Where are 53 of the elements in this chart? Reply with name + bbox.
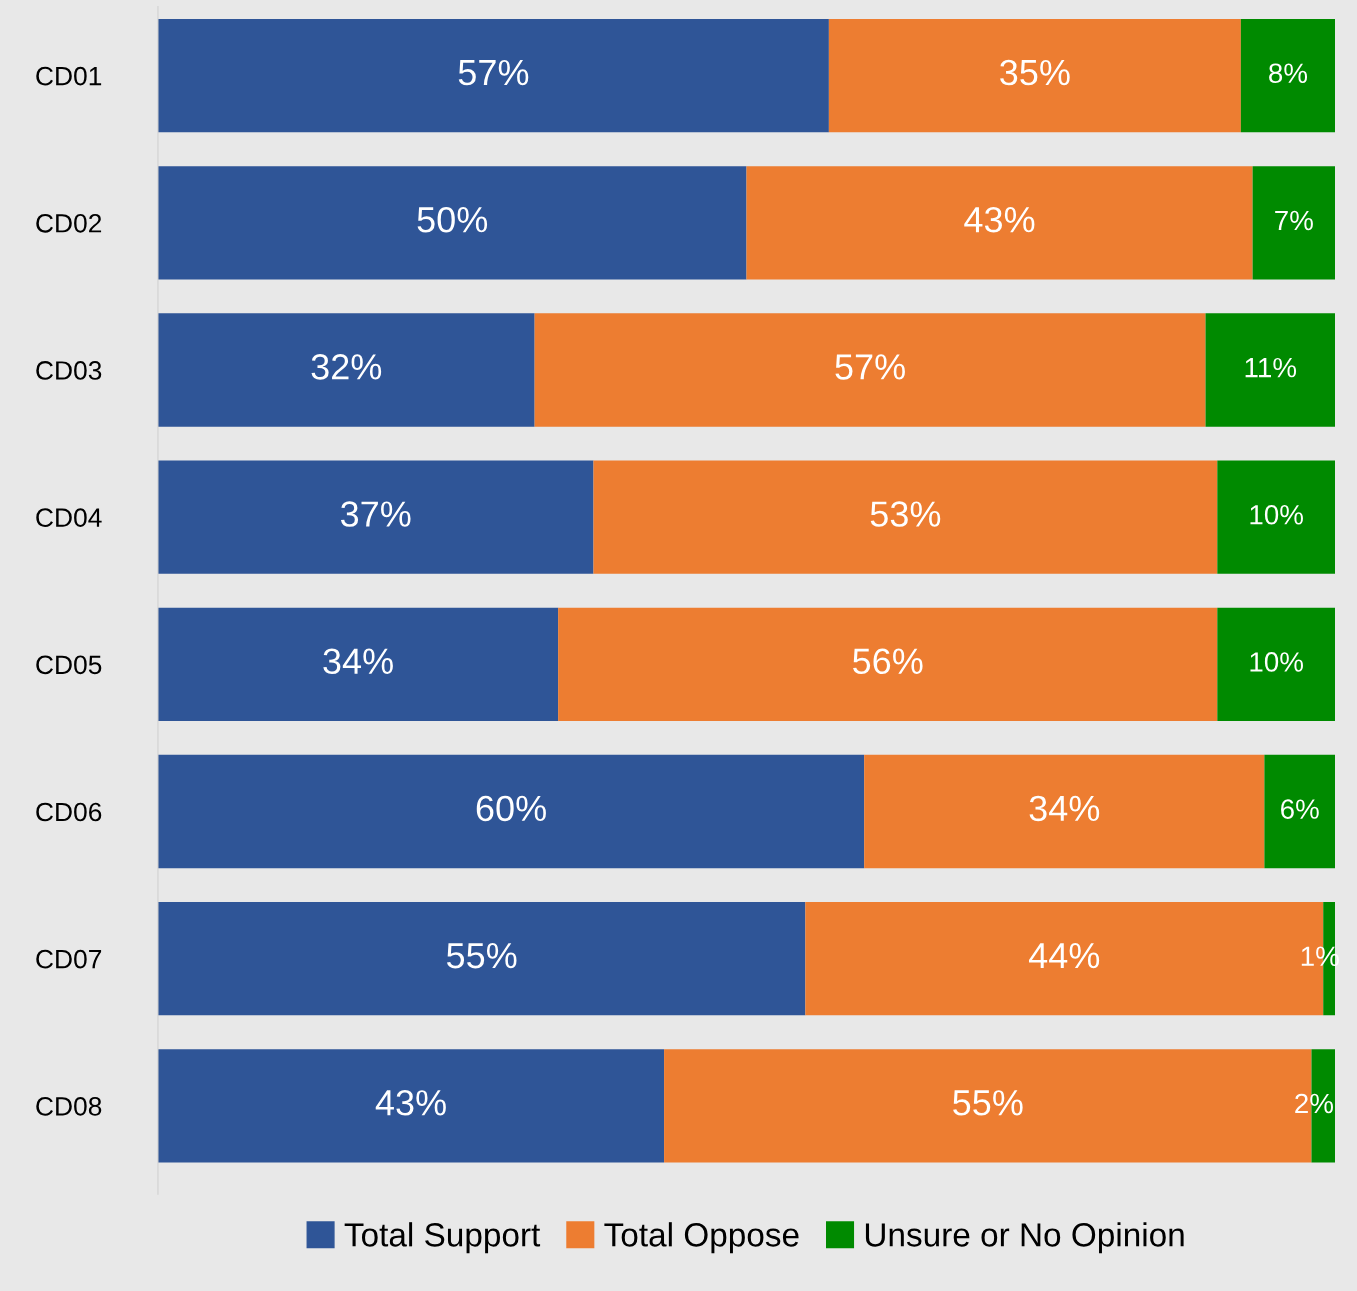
y-tick-label: CD04	[36, 508, 102, 527]
bar	[1217, 607, 1336, 721]
bar	[534, 313, 1206, 427]
data-label: 10%	[1250, 652, 1303, 672]
data-label: 35%	[1000, 59, 1070, 86]
y-tick-label: CD02	[36, 213, 102, 233]
bar	[864, 754, 1265, 869]
bar	[1205, 313, 1336, 427]
legend-label: Total Support	[344, 1222, 541, 1254]
data-label: 8%	[1269, 63, 1308, 84]
data-label: 37%	[340, 501, 411, 527]
data-label: 56%	[853, 648, 923, 675]
bar	[828, 18, 1241, 133]
y-tick-label: CD08	[36, 1097, 102, 1116]
data-label: 53%	[870, 501, 941, 527]
data-label: 55%	[446, 942, 517, 969]
data-label: 50%	[417, 206, 488, 233]
bar	[558, 607, 1218, 721]
data-label: 43%	[375, 1089, 446, 1116]
bar	[1252, 166, 1336, 280]
data-label: 7%	[1275, 210, 1313, 231]
y-tick-label: CD05	[36, 655, 102, 675]
bar	[746, 166, 1253, 280]
y-tick-label: CD01	[36, 66, 102, 86]
data-label: 43%	[964, 206, 1035, 233]
data-label: 10%	[1250, 504, 1303, 525]
y-tick-label: CD06	[36, 802, 102, 822]
data-label: 57%	[458, 59, 529, 86]
bar	[157, 18, 829, 133]
bar	[593, 460, 1218, 574]
bar	[157, 607, 559, 721]
data-label: 57%	[835, 354, 905, 380]
data-label: 44%	[1028, 942, 1100, 969]
data-label: 32%	[311, 354, 382, 380]
bar	[157, 313, 535, 427]
data-label: 11%	[1245, 357, 1297, 378]
bar	[1264, 754, 1336, 869]
bar	[1217, 460, 1336, 574]
y-tick-label: CD07	[36, 949, 102, 969]
y-tick-label: CD03	[36, 361, 102, 380]
bar	[157, 902, 806, 1016]
data-label: 60%	[476, 795, 546, 822]
data-label: 55%	[953, 1090, 1023, 1116]
bar	[157, 754, 865, 869]
bar	[157, 460, 594, 574]
bar	[157, 166, 747, 280]
data-label: 34%	[1029, 795, 1100, 822]
legend-label: Unsure or No Opinion	[865, 1222, 1184, 1254]
bar	[1240, 18, 1336, 133]
data-label: 34%	[323, 648, 393, 675]
bar	[157, 1049, 665, 1163]
data-label: 6%	[1281, 799, 1319, 819]
legend-label: Total Oppose	[604, 1222, 799, 1254]
